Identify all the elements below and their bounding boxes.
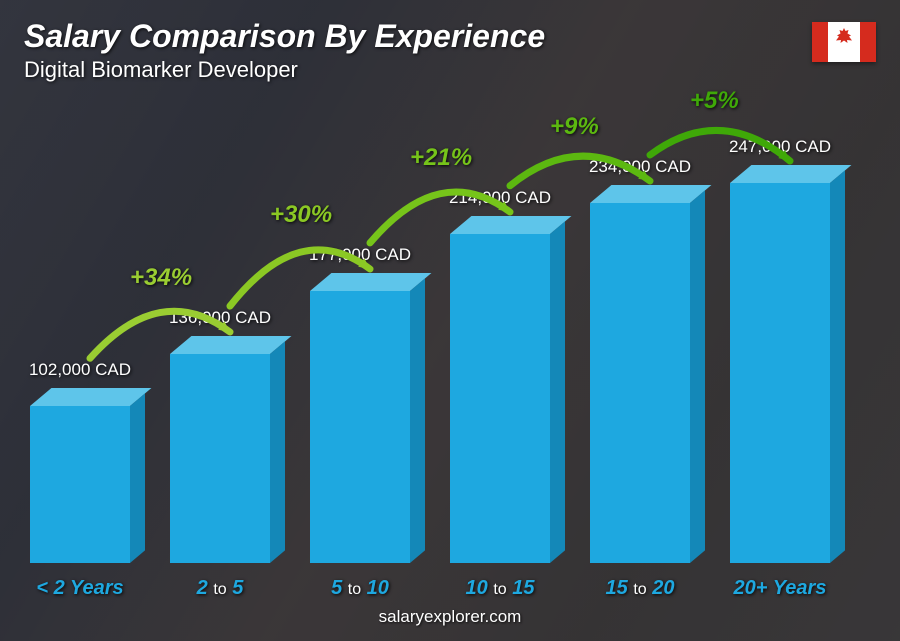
bar-side bbox=[690, 190, 705, 563]
bar bbox=[30, 406, 130, 563]
bar-front bbox=[170, 354, 270, 563]
bar-group: 234,000 CAD15 to 20 bbox=[580, 93, 700, 563]
bar-value-label: 177,000 CAD bbox=[309, 245, 411, 265]
bar-front bbox=[30, 406, 130, 563]
flag-left-stripe bbox=[812, 22, 828, 62]
salary-bar-chart: 102,000 CAD< 2 Years136,000 CAD2 to 5+34… bbox=[20, 93, 860, 563]
footer-attribution: salaryexplorer.com bbox=[379, 607, 522, 627]
bar-side bbox=[270, 341, 285, 563]
bar-category-label: < 2 Years bbox=[36, 577, 123, 600]
pct-increase-label: +5% bbox=[690, 87, 739, 115]
bar-value-label: 234,000 CAD bbox=[589, 157, 691, 177]
bar-category-label: 15 to 20 bbox=[606, 577, 675, 600]
bar bbox=[590, 203, 690, 563]
maple-leaf-icon bbox=[833, 28, 855, 57]
pct-increase-label: +21% bbox=[410, 144, 472, 172]
pct-increase-label: +9% bbox=[550, 113, 599, 141]
bar-value-label: 102,000 CAD bbox=[29, 360, 131, 380]
bar-group: 102,000 CAD< 2 Years bbox=[20, 93, 140, 563]
bar-value-label: 214,000 CAD bbox=[449, 188, 551, 208]
bar bbox=[450, 234, 550, 563]
bar-side bbox=[130, 393, 145, 563]
flag-right-stripe bbox=[860, 22, 876, 62]
flag-center bbox=[828, 22, 860, 62]
bar-group: 247,000 CAD20+ Years bbox=[720, 93, 840, 563]
bar-front bbox=[730, 183, 830, 563]
bar bbox=[170, 354, 270, 563]
bar-value-label: 247,000 CAD bbox=[729, 137, 831, 157]
bar-category-label: 20+ Years bbox=[734, 577, 827, 600]
infographic-container: Salary Comparison By Experience Digital … bbox=[0, 0, 900, 641]
bar-category-label: 2 to 5 bbox=[197, 577, 244, 600]
pct-increase-label: +30% bbox=[270, 201, 332, 229]
bar-side bbox=[830, 170, 845, 563]
bar-value-label: 136,000 CAD bbox=[169, 308, 271, 328]
bar bbox=[730, 183, 830, 563]
page-subtitle: Digital Biomarker Developer bbox=[24, 57, 545, 83]
bar-group: 136,000 CAD2 to 5 bbox=[160, 93, 280, 563]
bar-side bbox=[410, 278, 425, 563]
bar-side bbox=[550, 221, 565, 563]
bar-front bbox=[450, 234, 550, 563]
bar-front bbox=[310, 291, 410, 563]
pct-increase-label: +34% bbox=[130, 264, 192, 292]
bar-category-label: 10 to 15 bbox=[466, 577, 535, 600]
bar bbox=[310, 291, 410, 563]
header: Salary Comparison By Experience Digital … bbox=[24, 18, 545, 83]
page-title: Salary Comparison By Experience bbox=[24, 18, 545, 55]
canada-flag-icon bbox=[812, 22, 876, 62]
bar-group: 177,000 CAD5 to 10 bbox=[300, 93, 420, 563]
bar-front bbox=[590, 203, 690, 563]
bar-category-label: 5 to 10 bbox=[331, 577, 389, 600]
